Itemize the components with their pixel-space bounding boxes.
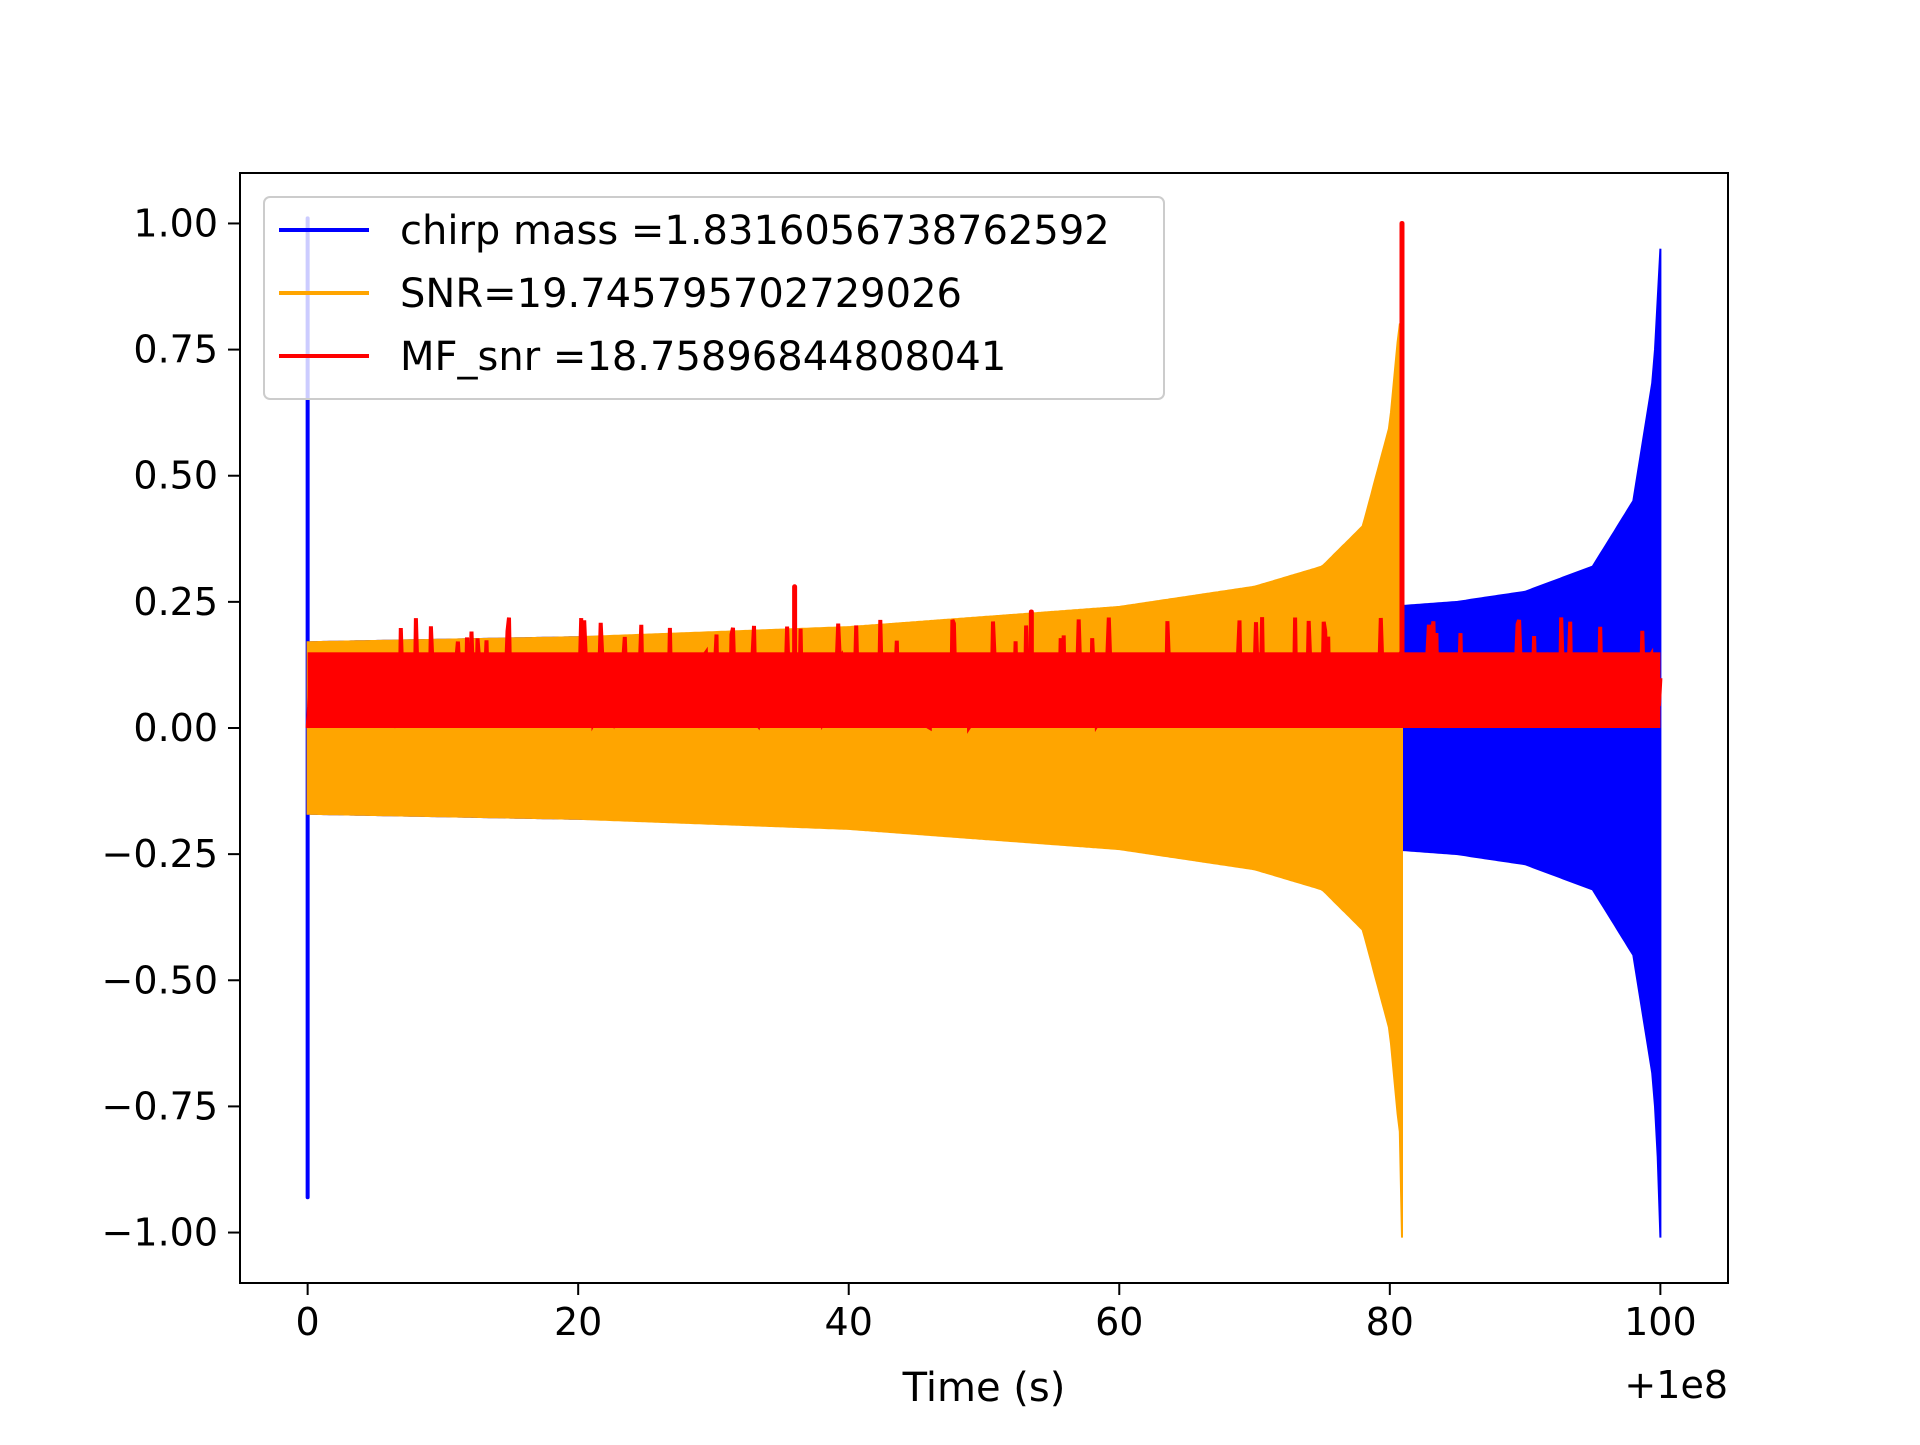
x-offset-label: +1e8 (1624, 1363, 1728, 1407)
legend-frame (263, 196, 1165, 400)
legend-label-1: chirp mass =1.8316056738762592 (400, 208, 1110, 254)
y-tick-label: −0.75 (102, 1084, 218, 1128)
y-tick-label: 0.50 (133, 454, 218, 498)
series-layer (305, 216, 1663, 1238)
x-tick-label: 60 (1095, 1300, 1143, 1344)
x-tick-label: 80 (1366, 1300, 1414, 1344)
x-axis-title: Time (s) (902, 1365, 1066, 1411)
y-tick-label: 0.75 (133, 328, 218, 372)
series-2 (306, 323, 1403, 1238)
legend: chirp mass =1.8316056738762592 SNR=19.745… (263, 196, 1165, 400)
x-tick-label: 100 (1624, 1300, 1697, 1344)
series-2-band (306, 323, 1403, 1238)
series-3-line (305, 617, 1663, 734)
x-tick-label: 40 (825, 1300, 873, 1344)
y-tick-label: 0.25 (133, 580, 218, 624)
y-tick-label: −0.50 (102, 958, 218, 1002)
legend-label-2: SNR=19.745795702729026 (400, 271, 962, 317)
x-tick-label: 0 (296, 1300, 320, 1344)
y-tick-label: 0.00 (133, 706, 218, 750)
y-tick-label: 1.00 (133, 201, 218, 245)
series-3 (305, 220, 1663, 734)
x-tick-label: 20 (554, 1300, 602, 1344)
legend-label-3: MF_snr =18.75896844808041 (400, 334, 1006, 380)
tick-layer: 0 20 40 60 80 100 1.00 0.75 0.50 0.25 0.00 −0.25 −0.… (102, 201, 1697, 1344)
y-tick-label: −1.00 (102, 1211, 218, 1255)
y-tick-label: −0.25 (102, 832, 218, 876)
